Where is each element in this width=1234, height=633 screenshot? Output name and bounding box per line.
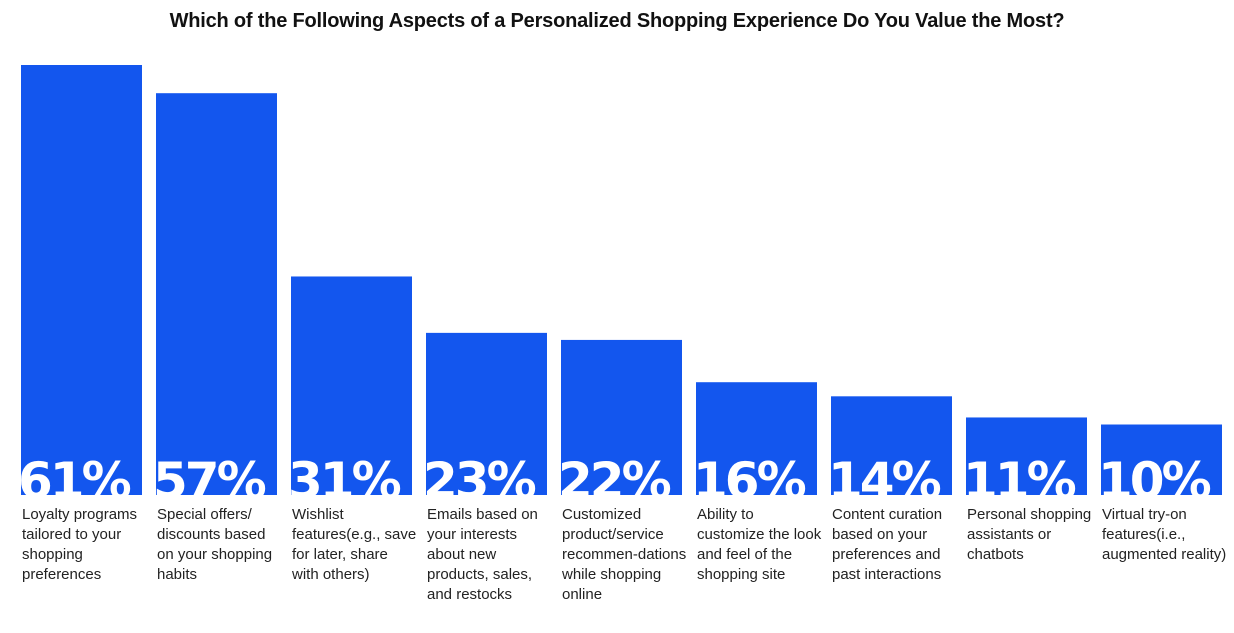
category-label-5: Customized product/service recommen-dati… (562, 506, 687, 603)
value-label-4: 23% (423, 452, 536, 510)
bar-5 (561, 339, 682, 495)
value-label-3: 31% (288, 452, 401, 510)
category-label-4: Emails based on your interests about new… (427, 506, 538, 603)
value-label-8: 11% (963, 452, 1076, 510)
value-labels-layer: 61% 57% 31% 23% 22% 16% 14% 11% 10% (18, 452, 1214, 510)
bar-1 (21, 65, 142, 495)
category-label-3: Wishlist features(e.g., save for later, … (292, 506, 417, 583)
category-label-8: Personal shopping assistants or chatbots (967, 506, 1092, 563)
value-label-2: 57% (153, 452, 266, 510)
value-label-5: 22% (558, 452, 671, 510)
category-label-7: Content curation based on your preferenc… (832, 506, 943, 583)
category-label-2: Special offers/ discounts based on your … (157, 506, 273, 583)
value-label-6: 16% (693, 452, 806, 510)
chart-title: Which of the Following Aspects of a Pers… (169, 10, 1065, 32)
bar-8 (966, 417, 1087, 495)
category-label-9: Virtual try-on features(i.e., augmented … (1102, 506, 1227, 563)
bar-3 (291, 276, 412, 495)
value-label-1: 61% (18, 452, 131, 510)
category-label-1: Loyalty programs tailored to your shoppi… (22, 506, 138, 583)
bar-4 (426, 332, 547, 495)
bar-6 (696, 382, 817, 495)
bar-9 (1101, 424, 1222, 495)
category-label-6: Ability to customize the look and feel o… (697, 506, 822, 583)
value-label-9: 10% (1098, 452, 1211, 510)
bar-7 (831, 396, 952, 495)
bars-layer (21, 65, 1222, 496)
value-label-7: 14% (828, 452, 941, 510)
bar-2 (156, 93, 277, 496)
